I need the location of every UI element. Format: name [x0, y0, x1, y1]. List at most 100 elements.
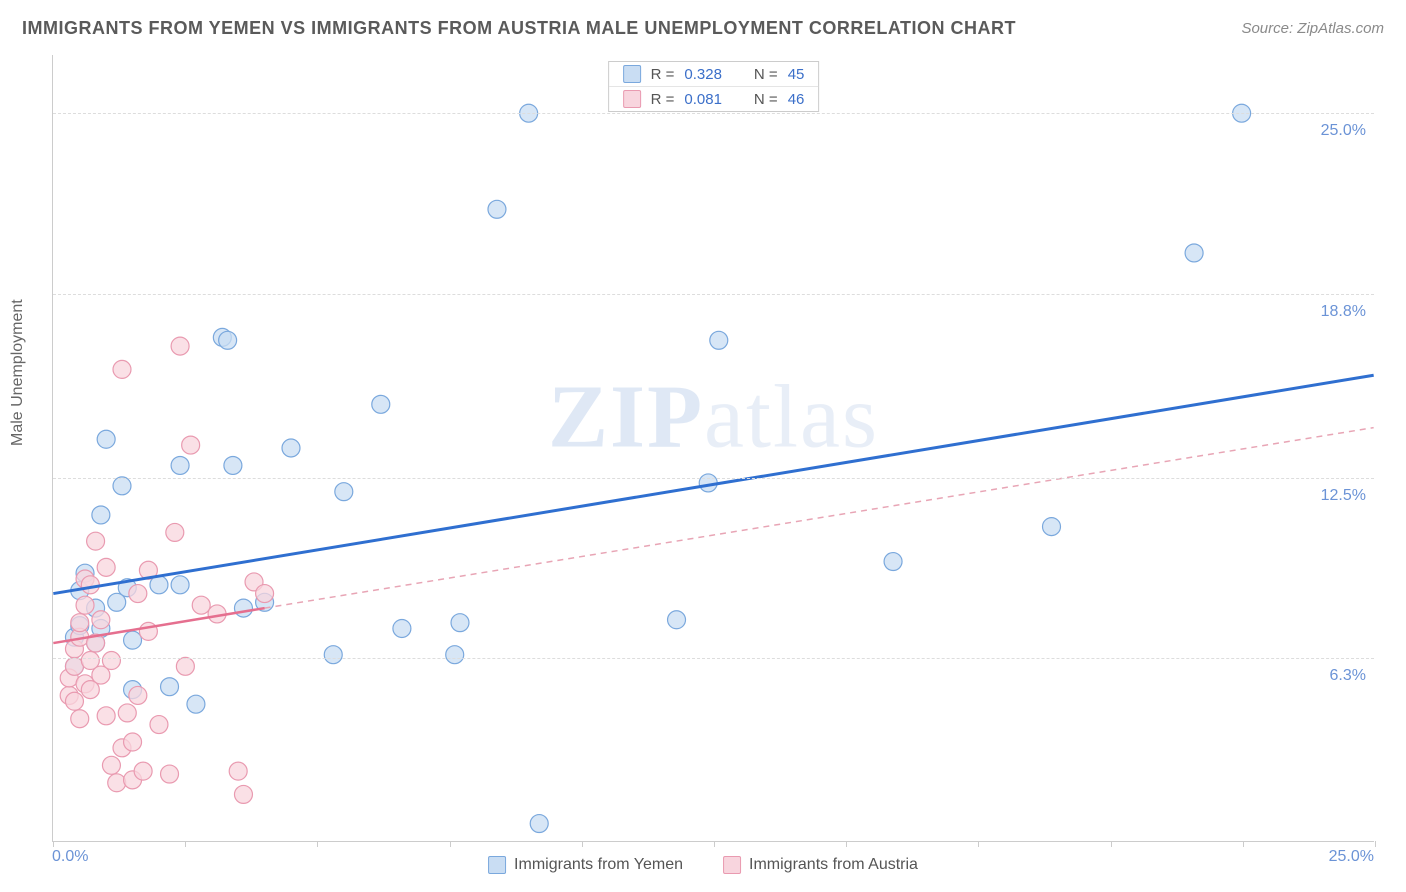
x-tick [450, 841, 451, 847]
r-value: 0.081 [684, 91, 722, 108]
legend: Immigrants from Yemen Immigrants from Aus… [488, 856, 918, 874]
r-label: R = [651, 66, 675, 83]
gridline [53, 658, 1374, 659]
stats-row-austria: R = 0.081 N = 46 [609, 87, 819, 111]
data-point-austria [76, 596, 94, 614]
data-point-yemen [710, 331, 728, 349]
data-point-yemen [234, 599, 252, 617]
data-point-yemen [171, 576, 189, 594]
data-point-austria [71, 710, 89, 728]
x-tick [978, 841, 979, 847]
trend-line [53, 375, 1373, 593]
gridline [53, 294, 1374, 295]
data-point-yemen [393, 620, 411, 638]
y-tick-label: 12.5% [1321, 487, 1366, 505]
data-point-austria [87, 532, 105, 550]
data-point-yemen [124, 631, 142, 649]
source-attribution: Source: ZipAtlas.com [1241, 20, 1384, 37]
swatch-icon [623, 90, 641, 108]
data-point-austria [102, 756, 120, 774]
data-point-yemen [224, 456, 242, 474]
gridline [53, 478, 1374, 479]
data-point-yemen [451, 614, 469, 632]
data-point-austria [65, 692, 83, 710]
data-point-austria [229, 762, 247, 780]
data-point-austria [234, 785, 252, 803]
data-point-yemen [97, 430, 115, 448]
data-point-yemen [335, 483, 353, 501]
data-point-yemen [446, 646, 464, 664]
data-point-austria [102, 652, 120, 670]
data-point-yemen [668, 611, 686, 629]
data-point-austria [129, 686, 147, 704]
trend-line [265, 428, 1374, 608]
gridline [53, 113, 1374, 114]
data-point-austria [161, 765, 179, 783]
data-point-austria [124, 733, 142, 751]
data-point-yemen [161, 678, 179, 696]
data-point-yemen [372, 395, 390, 413]
data-point-yemen [1043, 518, 1061, 536]
data-point-austria [97, 558, 115, 576]
data-point-austria [256, 585, 274, 603]
x-tick [53, 841, 54, 847]
data-point-austria [113, 360, 131, 378]
data-point-yemen [92, 506, 110, 524]
x-tick [846, 841, 847, 847]
r-value: 0.328 [684, 66, 722, 83]
data-point-yemen [113, 477, 131, 495]
n-value: 46 [788, 91, 805, 108]
swatch-icon [623, 65, 641, 83]
x-tick [714, 841, 715, 847]
data-point-austria [108, 774, 126, 792]
data-point-austria [171, 337, 189, 355]
stats-row-yemen: R = 0.328 N = 45 [609, 62, 819, 87]
x-tick [317, 841, 318, 847]
data-point-austria [81, 576, 99, 594]
scatter-svg [53, 55, 1374, 841]
x-tick [1375, 841, 1376, 847]
data-point-austria [97, 707, 115, 725]
data-point-yemen [1185, 244, 1203, 262]
n-label: N = [754, 91, 778, 108]
data-point-austria [150, 716, 168, 734]
x-axis-min-label: 0.0% [52, 848, 88, 866]
y-tick-label: 25.0% [1321, 122, 1366, 140]
data-point-yemen [884, 553, 902, 571]
swatch-icon [723, 856, 741, 874]
n-label: N = [754, 66, 778, 83]
data-point-austria [192, 596, 210, 614]
legend-item: Immigrants from Austria [723, 856, 918, 874]
data-point-yemen [187, 695, 205, 713]
chart-plot-area: ZIPatlas R =0.328N =45R =0.081N =46 6.3%… [52, 55, 1374, 842]
correlation-stats-box: R = 0.328 N = 45 R = 0.081 N = 46 [608, 61, 820, 112]
x-tick [185, 841, 186, 847]
data-point-austria [176, 657, 194, 675]
x-tick [582, 841, 583, 847]
data-point-austria [129, 585, 147, 603]
x-axis-max-label: 25.0% [1329, 848, 1374, 866]
y-tick-label: 18.8% [1321, 303, 1366, 321]
n-value: 45 [788, 66, 805, 83]
legend-label: Immigrants from Yemen [514, 856, 683, 874]
data-point-austria [182, 436, 200, 454]
y-axis-title: Male Unemployment [9, 299, 27, 446]
data-point-austria [134, 762, 152, 780]
y-tick-label: 6.3% [1330, 667, 1366, 685]
data-point-yemen [530, 815, 548, 833]
data-point-yemen [219, 331, 237, 349]
data-point-yemen [324, 646, 342, 664]
legend-item: Immigrants from Yemen [488, 856, 683, 874]
data-point-yemen [488, 200, 506, 218]
data-point-yemen [171, 456, 189, 474]
legend-label: Immigrants from Austria [749, 856, 918, 874]
data-point-yemen [282, 439, 300, 457]
data-point-austria [118, 704, 136, 722]
r-label: R = [651, 91, 675, 108]
swatch-icon [488, 856, 506, 874]
data-point-austria [166, 523, 184, 541]
data-point-austria [71, 614, 89, 632]
x-tick [1111, 841, 1112, 847]
chart-title: IMMIGRANTS FROM YEMEN VS IMMIGRANTS FROM… [22, 18, 1016, 39]
x-tick [1243, 841, 1244, 847]
